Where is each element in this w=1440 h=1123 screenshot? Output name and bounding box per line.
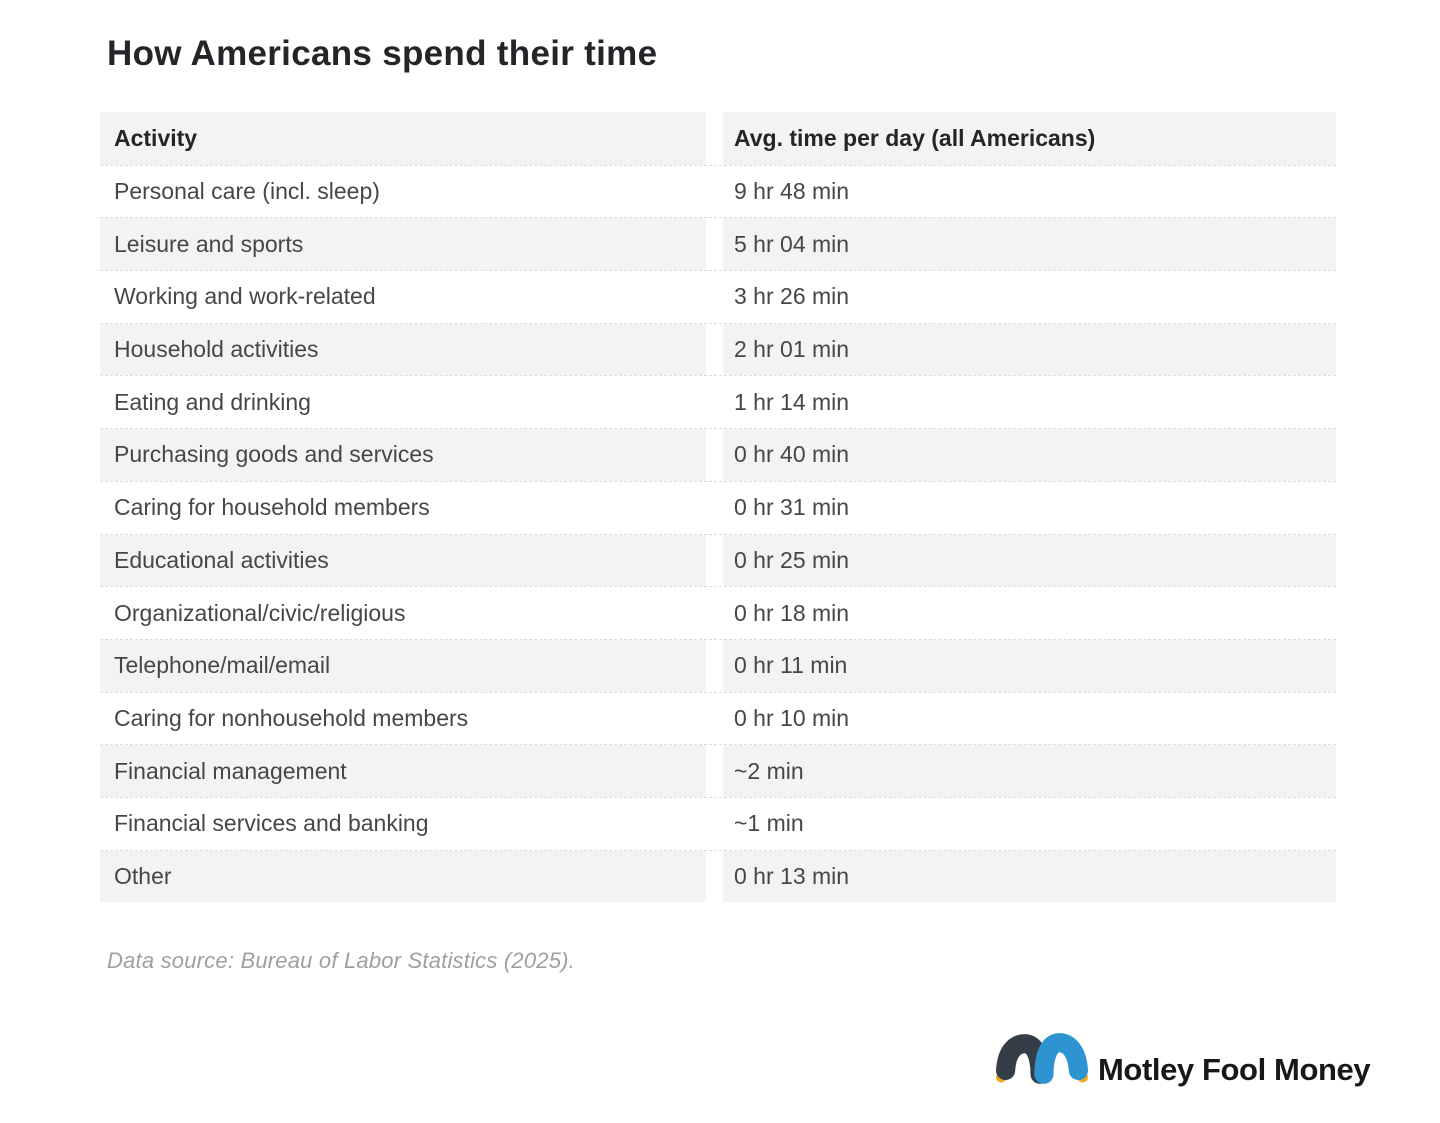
table-row: Caring for household members 0 hr 31 min — [100, 480, 1336, 534]
table-row: Eating and drinking 1 hr 14 min — [100, 375, 1336, 428]
table-row: Purchasing goods and services 0 hr 40 min — [100, 428, 1336, 481]
time-cell: 0 hr 10 min — [734, 704, 850, 731]
data-source-note: Data source: Bureau of Labor Statistics … — [107, 948, 575, 973]
time-cell: 0 hr 25 min — [723, 534, 1336, 587]
time-cell: ~1 min — [734, 810, 804, 837]
table-row: Organizational/civic/religious 0 hr 18 mi… — [100, 586, 1336, 639]
time-cell: 3 hr 26 min — [734, 283, 850, 310]
time-cell: 0 hr 18 min — [734, 599, 850, 626]
time-cell: 2 hr 01 min — [723, 323, 1336, 376]
time-cell: 5 hr 04 min — [723, 218, 1336, 271]
activity-cell: Working and work-related — [114, 283, 376, 310]
activity-cell: Household activities — [100, 323, 706, 376]
time-cell: 0 hr 11 min — [723, 639, 1336, 692]
time-cell: 9 hr 48 min — [734, 178, 850, 205]
time-cell: 0 hr 40 min — [723, 429, 1336, 481]
table-row: Educational activities 0 hr 25 min — [100, 533, 1336, 587]
table-row: Telephone/mail/email 0 hr 11 min — [100, 638, 1336, 692]
activity-cell: Eating and drinking — [114, 388, 311, 415]
table-row: Household activities 2 hr 01 min — [100, 322, 1336, 376]
table-row: Financial management ~2 min — [100, 744, 1336, 797]
time-cell: 0 hr 13 min — [723, 850, 1336, 903]
column-header-time: Avg. time per day (all Americans) — [723, 112, 1336, 165]
time-cell: ~2 min — [723, 745, 1336, 797]
activity-cell: Personal care (incl. sleep) — [114, 178, 380, 205]
activity-cell: Leisure and sports — [100, 218, 706, 271]
table-row: Working and work-related 3 hr 26 min — [100, 270, 1336, 323]
activity-cell: Financial services and banking — [114, 810, 429, 837]
activity-cell: Financial management — [100, 745, 706, 797]
table-row: Caring for nonhousehold members 0 hr 10 m… — [100, 691, 1336, 745]
column-header-activity: Activity — [100, 112, 706, 165]
activity-cell: Telephone/mail/email — [100, 639, 706, 692]
activity-cell: Organizational/civic/religious — [114, 599, 406, 626]
table-body: Personal care (incl. sleep) 9 hr 48 min Le… — [100, 164, 1336, 903]
activity-cell: Caring for nonhousehold members — [114, 704, 469, 731]
table-row: Personal care (incl. sleep) 9 hr 48 min — [100, 164, 1336, 218]
time-cell: 0 hr 31 min — [734, 494, 850, 521]
activity-cell: Caring for household members — [114, 494, 430, 521]
motley-fool-money-logo: Motley Fool Money — [996, 1033, 1371, 1087]
activity-cell: Purchasing goods and services — [100, 429, 706, 481]
table-row: Other 0 hr 13 min — [100, 849, 1336, 903]
activity-cell: Other — [100, 850, 706, 903]
time-use-table: Activity Avg. time per day (all American… — [100, 112, 1336, 903]
table-row: Leisure and sports 5 hr 04 min — [100, 217, 1336, 271]
jester-cap-icon — [996, 1033, 1088, 1084]
page-title: How Americans spend their time — [107, 34, 658, 73]
time-cell: 1 hr 14 min — [734, 388, 850, 415]
table-row: Financial services and banking ~1 min — [100, 796, 1336, 850]
table-header-row: Activity Avg. time per day (all American… — [100, 112, 1336, 165]
logo-text: Motley Fool Money — [1098, 1052, 1371, 1087]
activity-cell: Educational activities — [100, 534, 706, 587]
